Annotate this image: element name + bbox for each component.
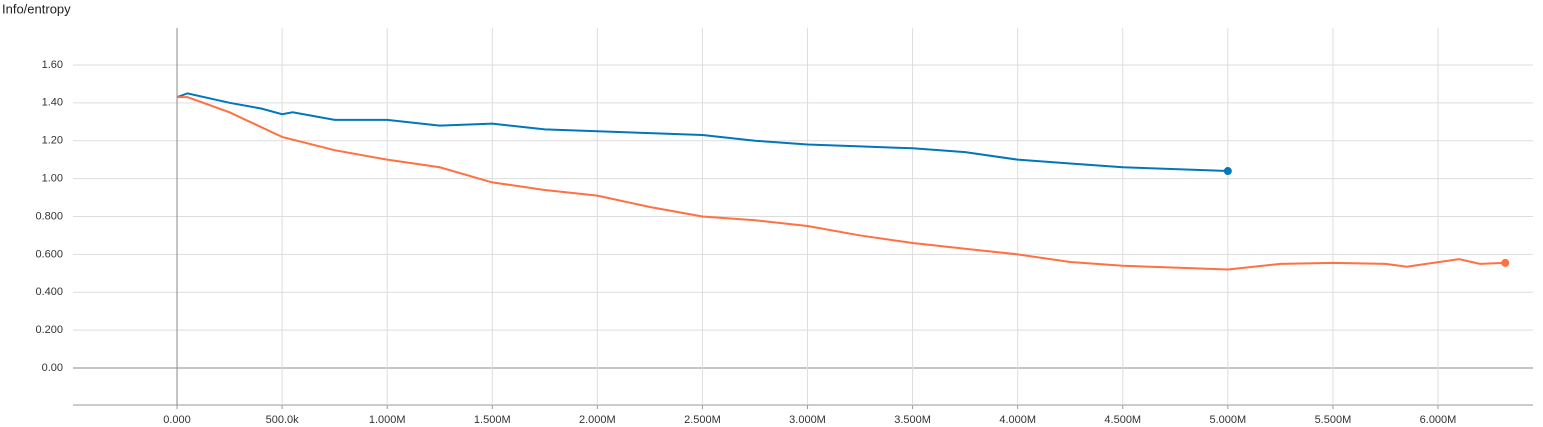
x-tick-label: 4.000M xyxy=(999,414,1036,426)
x-tick-label: 5.000M xyxy=(1209,414,1246,426)
series-line xyxy=(177,96,1506,271)
x-tick-label: 1.000M xyxy=(369,414,406,426)
x-tick-label: 3.500M xyxy=(894,414,931,426)
y-tick-label: 0.600 xyxy=(35,248,63,260)
series-line xyxy=(176,92,1228,173)
x-tick-label: 3.000M xyxy=(789,414,826,426)
x-tick-label: 500.0k xyxy=(266,414,300,426)
x-tick-label: 4.500M xyxy=(1104,414,1141,426)
x-tick-label: 6.000M xyxy=(1420,414,1457,426)
y-tick-label: 1.00 xyxy=(42,173,63,185)
y-tick-label: 0.200 xyxy=(35,324,63,336)
x-tick-label: 0.000 xyxy=(163,414,191,426)
y-tick-label: 1.60 xyxy=(42,59,63,71)
x-tick-label: 1.500M xyxy=(474,414,511,426)
y-tick-label: 1.40 xyxy=(42,97,63,109)
x-tick-label: 2.000M xyxy=(579,414,616,426)
chart-title: Info/entropy xyxy=(2,1,71,16)
end-point xyxy=(1223,167,1232,176)
y-tick-label: 0.800 xyxy=(35,210,63,222)
x-tick-label: 2.500M xyxy=(684,414,721,426)
x-tick-label: 5.500M xyxy=(1315,414,1352,426)
end-point xyxy=(1501,258,1510,267)
y-tick-label: 0.00 xyxy=(42,362,63,374)
y-tick-label: 1.20 xyxy=(42,135,63,147)
y-tick-label: 0.400 xyxy=(35,286,63,298)
